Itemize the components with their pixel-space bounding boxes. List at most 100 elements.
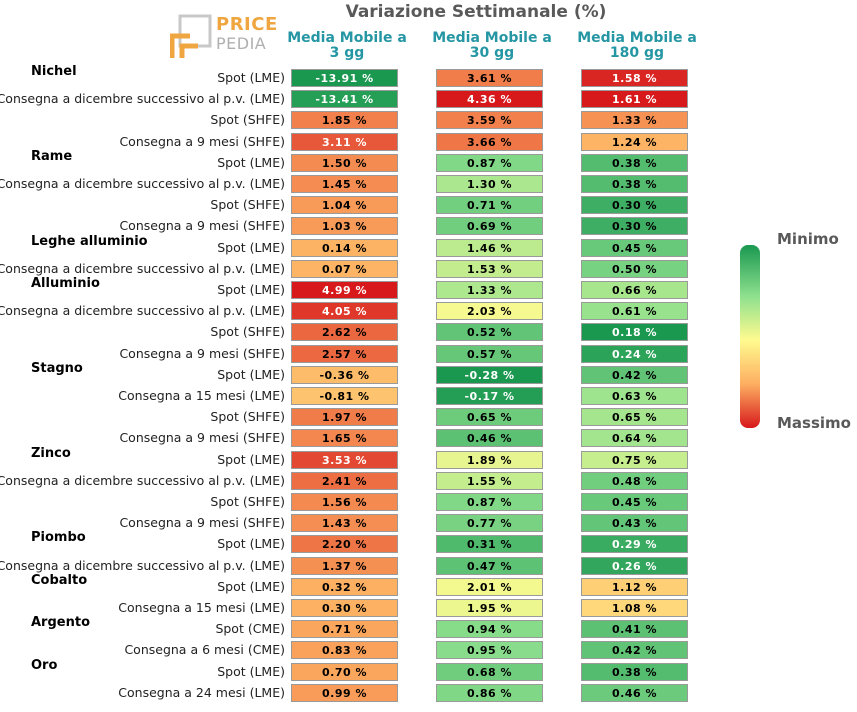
- heatmap-cell: 3.61 %: [436, 69, 543, 87]
- heatmap-cell: 0.63 %: [581, 387, 688, 405]
- group-label: Oro: [31, 657, 58, 673]
- heatmap-cell: 1.08 %: [581, 599, 688, 617]
- heatmap-cell: 1.46 %: [436, 238, 543, 257]
- heatmap-cell: 1.65 %: [291, 429, 398, 448]
- group-label: Argento: [31, 615, 90, 631]
- row-label: Spot (LME): [217, 154, 285, 170]
- heatmap-cell: 0.29 %: [581, 535, 688, 554]
- heatmap-cell: 0.66 %: [581, 281, 688, 299]
- heatmap-cell: 0.30 %: [291, 599, 398, 617]
- heatmap-cell: 1.61 %: [581, 90, 688, 109]
- row-label: Spot (LME): [217, 366, 285, 382]
- heatmap-cell: 0.95 %: [436, 641, 543, 660]
- group-label: Stagno: [31, 360, 83, 376]
- heatmap-cell: 0.70 %: [291, 662, 398, 681]
- heatmap-cell: -0.36 %: [291, 365, 398, 384]
- row-label: Spot (LME): [217, 536, 285, 552]
- heatmap-cell: 0.71 %: [436, 196, 543, 215]
- heatmap-cell: 0.24 %: [581, 344, 688, 363]
- heatmap-cell: 0.83 %: [291, 641, 398, 660]
- heatmap-cell: 1.53 %: [436, 259, 543, 278]
- group-label: Alluminio: [31, 276, 100, 291]
- group-label: Cobalto: [31, 572, 88, 588]
- heatmap-cell: 0.64 %: [581, 429, 688, 448]
- row-label: Consegna a 15 mesi (LME): [118, 600, 285, 615]
- heatmap-cell: 0.77 %: [436, 514, 543, 533]
- heatmap-cell: 4.05 %: [291, 302, 398, 321]
- heatmap-cell: 0.30 %: [581, 196, 688, 215]
- heatmap-cell: -0.81 %: [291, 387, 398, 405]
- heatmap-cell: 0.42 %: [581, 365, 688, 384]
- row-label: Consegna a 9 mesi (SHFE): [119, 430, 285, 446]
- heatmap-cell: 1.89 %: [436, 450, 543, 469]
- row-label: Consegna a dicembre successivo al p.v. (…: [0, 472, 285, 488]
- heatmap-cell: 0.41 %: [581, 620, 688, 639]
- heatmap-cell: 0.61 %: [581, 302, 688, 321]
- heatmap-cell: -0.17 %: [436, 387, 543, 405]
- heatmap-cell: 3.59 %: [436, 111, 543, 130]
- row-label: Spot (LME): [217, 70, 285, 85]
- heatmap-cell: 0.14 %: [291, 238, 398, 257]
- row-label: Spot (SHFE): [210, 197, 285, 213]
- heatmap-cell: 2.41 %: [291, 471, 398, 490]
- heatmap-cell: 1.97 %: [291, 408, 398, 427]
- row-label: Spot (LME): [217, 578, 285, 594]
- logo-price-text: PRICE: [216, 14, 278, 35]
- heatmap-cell: 0.75 %: [581, 450, 688, 469]
- heatmap-cell: 0.38 %: [581, 662, 688, 681]
- heatmap-cell: 3.53 %: [291, 450, 398, 469]
- heatmap-cell: 1.45 %: [291, 175, 398, 193]
- heatmap-cell: 0.65 %: [436, 408, 543, 427]
- row-label: Spot (LME): [217, 239, 285, 255]
- heatmap-cell: 2.01 %: [436, 577, 543, 596]
- heatmap-cell: 0.32 %: [291, 577, 398, 596]
- heatmap-cell: -13.41 %: [291, 90, 398, 109]
- heatmap-cell: 0.45 %: [581, 238, 688, 257]
- heatmap-cell: 0.52 %: [436, 323, 543, 342]
- heatmap-cell: 0.30 %: [581, 217, 688, 236]
- pricepedia-logo-icon: [170, 14, 212, 58]
- heatmap-cell: 4.36 %: [436, 90, 543, 109]
- heatmap-cell: 1.50 %: [291, 153, 398, 172]
- heatmap-cell: 0.46 %: [581, 683, 688, 702]
- heatmap-cell: 0.48 %: [581, 471, 688, 490]
- heatmap-cell: 0.57 %: [436, 344, 543, 363]
- heatmap-cell: 0.99 %: [291, 683, 398, 702]
- heatmap-cell: 1.03 %: [291, 217, 398, 236]
- row-label: Consegna a dicembre successivo al p.v. (…: [0, 557, 285, 573]
- heatmap-cell: 1.30 %: [436, 175, 543, 193]
- heatmap-cell: 1.43 %: [291, 514, 398, 533]
- legend-max-label: Massimo: [777, 414, 851, 432]
- heatmap-cell: 0.18 %: [581, 323, 688, 342]
- group-label: Leghe alluminio: [31, 233, 148, 249]
- heatmap-cell: 0.69 %: [436, 217, 543, 236]
- heatmap-cell: -0.28 %: [436, 365, 543, 384]
- group-label: Nichel: [31, 64, 77, 79]
- row-label: Consegna a 9 mesi (SHFE): [119, 515, 285, 531]
- heatmap-cell: -13.91 %: [291, 69, 398, 87]
- heatmap-cell: 0.47 %: [436, 556, 543, 575]
- heatmap-cell: 0.42 %: [581, 641, 688, 660]
- logo-pedia-text: PEDIA: [216, 34, 267, 53]
- heatmap-cell: 0.71 %: [291, 620, 398, 639]
- color-scale-legend: [740, 245, 760, 428]
- heatmap-cell: 2.03 %: [436, 302, 543, 321]
- legend-min-label: Minimo: [777, 230, 839, 248]
- column-header-1: Media Mobile a 3 gg: [287, 30, 407, 61]
- row-label: Consegna a 24 mesi (LME): [118, 684, 285, 700]
- heatmap-cell: 0.45 %: [581, 493, 688, 511]
- group-label: Rame: [31, 148, 73, 164]
- row-label: Spot (LME): [217, 282, 285, 297]
- heatmap-cell: 3.11 %: [291, 132, 398, 151]
- heatmap-cell: 0.65 %: [581, 408, 688, 427]
- row-label: Consegna a 9 mesi (SHFE): [119, 218, 285, 234]
- heatmap-cell: 1.56 %: [291, 493, 398, 511]
- row-label: Consegna a dicembre successivo al p.v. (…: [0, 91, 285, 107]
- column-header-2: Media Mobile a 30 gg: [432, 30, 552, 61]
- heatmap-cell: 0.50 %: [581, 259, 688, 278]
- heatmap-cell: 1.85 %: [291, 111, 398, 130]
- heatmap-cell: 0.68 %: [436, 662, 543, 681]
- row-label: Consegna a 9 mesi (SHFE): [119, 345, 285, 361]
- heatmap-cell: 1.04 %: [291, 196, 398, 215]
- heatmap-cell: 1.95 %: [436, 599, 543, 617]
